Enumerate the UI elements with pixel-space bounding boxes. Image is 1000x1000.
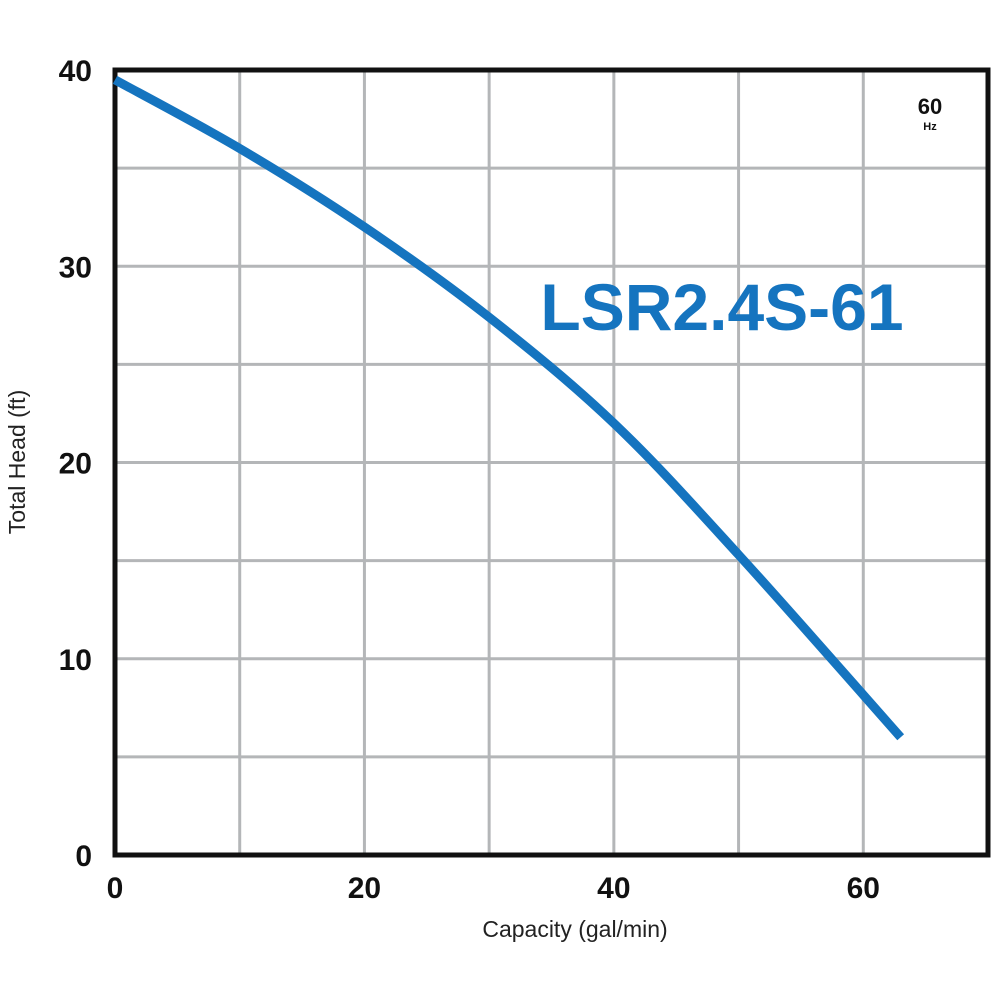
x-axis-label: Capacity (gal/min) (482, 916, 667, 942)
y-tick-label: 30 (59, 251, 92, 284)
x-tick-label: 0 (107, 872, 124, 905)
series-line-LSR2.4S-61 (112, 75, 905, 741)
y-tick-label: 10 (59, 644, 92, 677)
y-tick-labels: 0 10 20 30 40 (59, 55, 92, 873)
y-tick-label: 40 (59, 55, 92, 88)
y-tick-label: 20 (59, 448, 92, 481)
grid (115, 70, 988, 855)
y-tick-label: 0 (75, 840, 92, 873)
x-tick-label: 60 (847, 872, 880, 905)
x-tick-label: 20 (348, 872, 381, 905)
frequency-unit: Hz (923, 121, 937, 133)
y-axis-label: Total Head (ft) (4, 390, 30, 534)
x-tick-label: 40 (597, 872, 630, 905)
frequency-value: 60 (918, 94, 942, 119)
x-tick-labels: 0 20 40 60 (107, 872, 880, 905)
plot-frame (112, 67, 991, 858)
series-label: LSR2.4S-61 (540, 270, 903, 344)
